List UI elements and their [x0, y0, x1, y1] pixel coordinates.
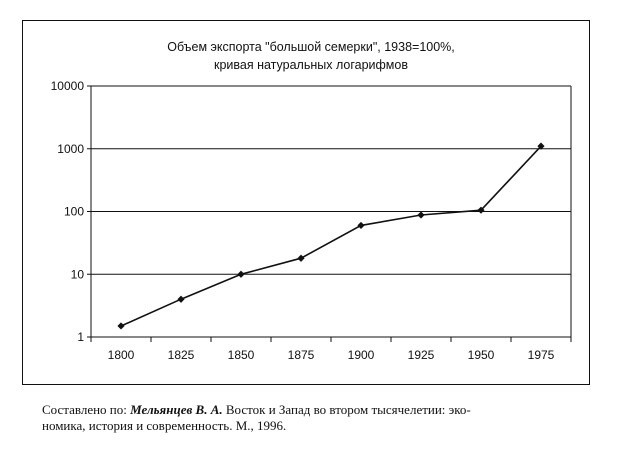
y-tick-label-10000: 10000: [51, 79, 85, 93]
chart-frame: Объем экспорта "большой семерки", 1938=1…: [22, 20, 590, 385]
data-point-1975: [537, 142, 545, 150]
x-tick-labels: 1800 1825 1850 1875 1900 1925 1950 1975: [108, 348, 555, 362]
x-tick-label-1825: 1825: [168, 348, 195, 362]
data-point-1875: [297, 254, 305, 262]
x-tick-label-1800: 1800: [108, 348, 135, 362]
data-point-1825: [177, 295, 185, 303]
data-point-1800: [117, 322, 125, 330]
source-text-line-2: номика, история и современность. М., 199…: [42, 418, 287, 433]
x-tick-label-1950: 1950: [468, 348, 495, 362]
y-tick-label-100: 100: [64, 205, 84, 219]
data-point-1950: [477, 206, 485, 214]
source-author: Мельянцев В. А.: [130, 402, 223, 417]
x-tick-label-1850: 1850: [228, 348, 255, 362]
source-prefix: Составлено по:: [42, 402, 131, 417]
data-series: [117, 142, 545, 330]
y-tick-label-1000: 1000: [57, 142, 84, 156]
y-tick-labels: 1 10 100 1000 10000: [51, 79, 85, 344]
y-tick-label-10: 10: [71, 267, 85, 281]
grid-lines: [91, 85, 571, 338]
x-tick-label-1975: 1975: [528, 348, 555, 362]
x-tick-label-1875: 1875: [288, 348, 315, 362]
chart-title-line-1: Объем экспорта "большой семерки", 1938=1…: [167, 40, 455, 54]
data-point-1900: [357, 221, 365, 230]
x-tick-label-1900: 1900: [348, 348, 375, 362]
axes: [87, 85, 572, 342]
x-tick-label-1925: 1925: [408, 348, 435, 362]
source-note: Составлено по: Мельянцев В. А. Восток и …: [42, 402, 602, 434]
source-text-line-1: Восток и Запад во втором тысячелетии: эк…: [222, 402, 471, 417]
line-chart: Объем экспорта "большой семерки", 1938=1…: [51, 40, 572, 362]
chart-title-line-2: кривая натуральных логарифмов: [214, 58, 408, 72]
data-point-1925: [417, 211, 425, 219]
data-point-1850: [237, 270, 245, 278]
y-tick-label-1: 1: [77, 330, 84, 344]
series-line: [120, 145, 542, 327]
